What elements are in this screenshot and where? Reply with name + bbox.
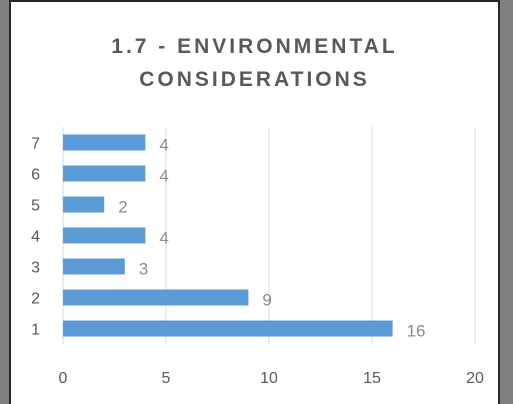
data-label: 9 <box>262 291 271 310</box>
window-edge-right <box>500 0 513 404</box>
bar <box>63 196 105 213</box>
data-label: 16 <box>407 322 426 341</box>
bar <box>63 258 125 275</box>
window-edge-right-line <box>498 0 500 404</box>
bar <box>63 227 146 244</box>
y-tick-label: 7 <box>31 136 40 153</box>
data-label: 4 <box>159 136 168 155</box>
bar <box>63 289 249 306</box>
data-label: 4 <box>159 167 168 186</box>
y-tick-label: 2 <box>31 291 40 308</box>
y-tick-label: 6 <box>31 167 40 184</box>
x-tick-label: 15 <box>363 370 381 387</box>
data-label: 3 <box>139 260 148 279</box>
x-tick-label: 20 <box>466 370 484 387</box>
bar <box>63 134 146 151</box>
x-tick-label: 5 <box>162 370 171 387</box>
y-tick-label: 4 <box>31 229 40 246</box>
data-label: 4 <box>159 229 168 248</box>
y-tick-label: 3 <box>31 260 40 277</box>
bar <box>63 165 146 182</box>
chart-title: 1.7 - ENVIRONMENTAL CONSIDERATIONS <box>111 35 398 91</box>
data-label: 2 <box>118 198 127 217</box>
window-edge-left <box>0 0 9 404</box>
x-tick-label: 0 <box>59 370 68 387</box>
window-edge-top <box>9 0 500 2</box>
y-tick-label: 5 <box>31 198 40 215</box>
y-tick-label: 1 <box>31 322 40 339</box>
bar <box>63 320 393 337</box>
x-tick-label: 10 <box>260 370 278 387</box>
window-edge-left-line <box>9 0 11 404</box>
